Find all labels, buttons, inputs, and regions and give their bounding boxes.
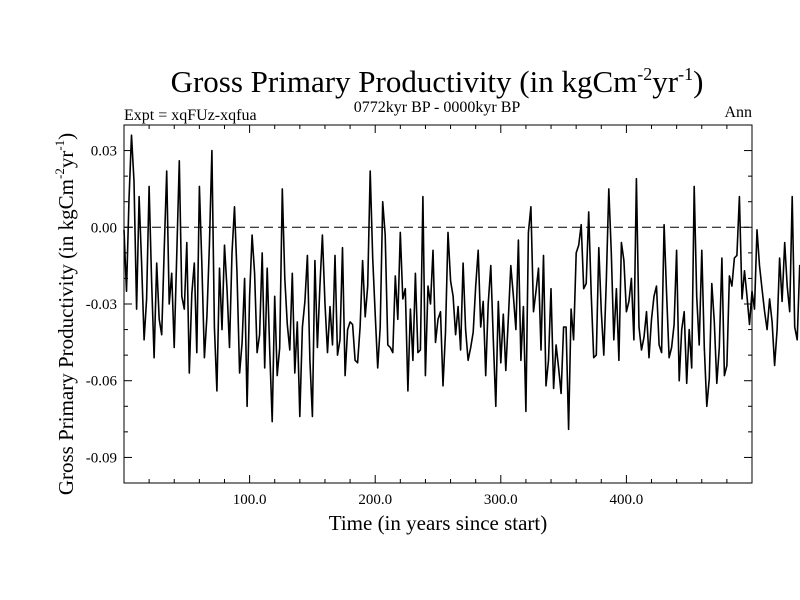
x-tick-label: 200.0 (358, 492, 392, 508)
y-tick-label: -0.09 (86, 450, 117, 466)
x-axis-ticks: 100.0 200.0 300.0 400.0 (148, 125, 728, 508)
chart-title: Gross Primary Productivity (in kgCm-2yr-… (171, 64, 704, 99)
season-label: Ann (724, 104, 752, 121)
chart-subtitle: 0772kyr BP - 0000kyr BP (354, 99, 521, 116)
y-axis-ticks: 0.03 0.00 -0.03 -0.06 -0.09 (86, 144, 752, 466)
y-tick-label: -0.06 (86, 374, 118, 390)
y-tick-label: 0.03 (91, 144, 117, 160)
x-axis-label: Time (in years since start) (329, 511, 548, 535)
y-tick-label: -0.03 (86, 297, 117, 313)
y-axis-label: Gross Primary Productivity (in kgCm-2yr-… (52, 133, 78, 495)
expt-label: Expt = xqFUz-xqfua (124, 107, 257, 124)
y-tick-label: 0.00 (91, 220, 117, 236)
plot-frame (123, 124, 753, 484)
x-tick-label: 400.0 (610, 492, 644, 508)
x-tick-label: 300.0 (484, 492, 518, 508)
x-tick-label: 100.0 (233, 492, 267, 508)
series-line (123, 134, 800, 431)
